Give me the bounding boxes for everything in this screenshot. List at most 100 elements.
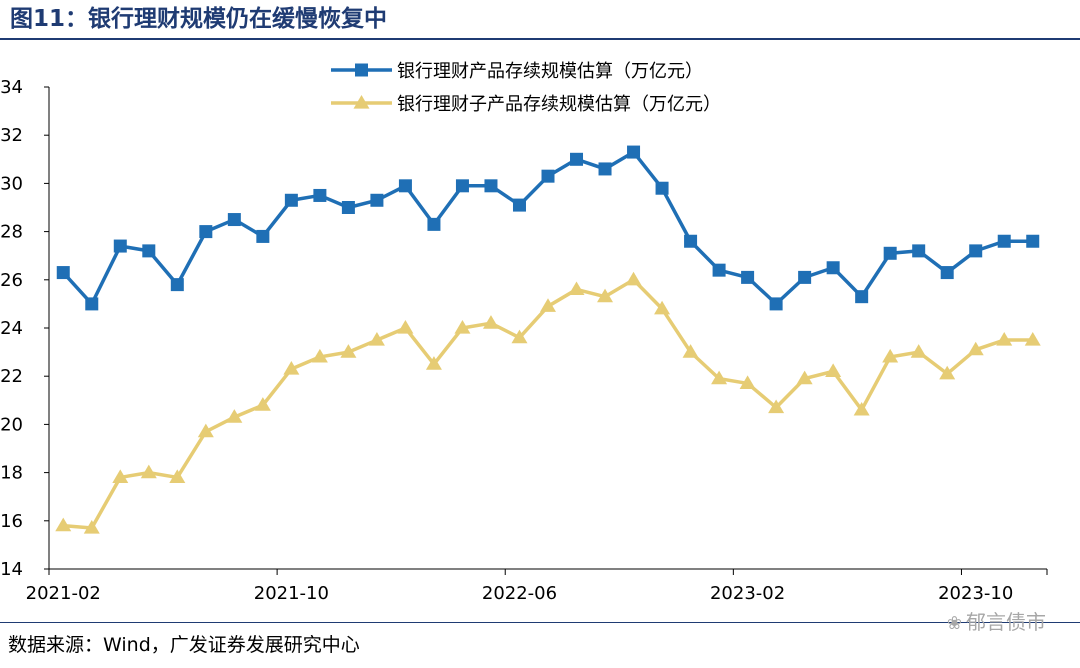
data-point [113, 239, 127, 253]
data-point [142, 244, 156, 258]
data-point [597, 288, 614, 303]
data-point [969, 244, 983, 258]
data-point [568, 281, 585, 296]
data-point [140, 464, 157, 479]
data-point [997, 234, 1011, 248]
y-tick-label: 26 [0, 270, 23, 291]
data-point [454, 320, 471, 334]
legend-label: 银行理财产品存续规模估算（万亿元） [397, 61, 703, 82]
data-point [741, 270, 755, 284]
data-point [684, 234, 698, 248]
y-tick-label: 24 [0, 318, 23, 339]
y-tick-label: 34 [0, 77, 23, 98]
data-point [85, 297, 99, 311]
data-point [340, 344, 357, 358]
y-tick-label: 22 [0, 366, 23, 387]
y-tick-label: 32 [0, 125, 23, 146]
data-point [910, 344, 927, 358]
x-tick-label: 2023-10 [938, 583, 1013, 604]
data-point [512, 198, 526, 212]
data-point [883, 246, 897, 260]
legend-marker [355, 63, 368, 77]
data-point [482, 315, 499, 329]
series-2 [55, 271, 1041, 534]
data-point [654, 300, 671, 315]
data-point [199, 225, 213, 239]
data-point [625, 271, 642, 286]
data-point [739, 375, 756, 390]
data-point [313, 188, 327, 202]
data-point [368, 332, 385, 346]
wechat-icon: ❀ [946, 613, 962, 634]
data-point [796, 370, 813, 385]
data-point [254, 397, 271, 411]
data-point [311, 348, 328, 363]
legend-marker [353, 95, 370, 109]
chart-legend: 银行理财产品存续规模估算（万亿元） 银行理财子产品存续规模估算（万亿元） [331, 61, 721, 115]
data-point [798, 270, 812, 284]
data-point [197, 423, 214, 438]
y-tick-label: 14 [0, 559, 23, 580]
watermark-text: 郁言债市 [966, 610, 1046, 634]
data-point [939, 365, 956, 380]
title-divider [0, 38, 1080, 40]
data-point [855, 290, 869, 304]
data-point [484, 179, 498, 193]
data-point [169, 469, 186, 484]
x-tick-label: 2021-10 [254, 583, 329, 604]
y-tick-label: 16 [0, 511, 23, 532]
data-point [627, 145, 641, 159]
data-point [940, 266, 954, 280]
data-point [853, 401, 870, 416]
data-point [56, 266, 70, 280]
data-point [256, 229, 270, 243]
data-point [912, 244, 926, 258]
data-point [540, 298, 556, 312]
chart-title: 图11：银行理财规模仍在缓慢恢复中 [10, 6, 388, 32]
data-point [768, 399, 785, 414]
y-tick-label: 18 [0, 463, 23, 484]
data-point [996, 332, 1013, 346]
data-point [711, 370, 728, 385]
x-tick-label: 2021-02 [26, 583, 101, 604]
y-tick-label: 28 [0, 222, 23, 243]
data-point [825, 363, 842, 377]
data-point [967, 341, 984, 356]
data-point [341, 201, 355, 214]
data-point [1024, 332, 1041, 346]
y-tick-label: 20 [0, 414, 23, 435]
data-point [455, 179, 469, 193]
series-1 [56, 145, 1040, 311]
data-point [826, 261, 840, 275]
data-point [598, 162, 612, 176]
data-point [570, 152, 584, 166]
x-tick-label: 2022-06 [482, 583, 557, 604]
chart-axes: 14 16 18 20 22 24 26 28 30 32 34 2021-02 2021-10 2022… [0, 77, 1048, 604]
series-line [63, 278, 1033, 530]
data-point [655, 181, 669, 195]
data-point [398, 179, 412, 193]
data-point [55, 517, 72, 532]
data-point [83, 520, 100, 534]
data-point [284, 193, 298, 207]
legend-label: 银行理财子产品存续规模估算（万亿元） [397, 94, 721, 115]
data-point [541, 169, 555, 183]
data-point [1026, 234, 1040, 248]
chart-series [55, 145, 1041, 534]
data-point [226, 409, 243, 423]
data-source-note: 数据来源：Wind，广发证券发展研究中心 [8, 634, 360, 656]
x-tick-label: 2023-02 [710, 583, 785, 604]
source-divider [0, 622, 1080, 623]
data-point [882, 348, 899, 363]
data-point [397, 320, 414, 334]
data-point [170, 278, 184, 292]
data-point [511, 329, 528, 344]
data-point [712, 263, 726, 277]
data-point [283, 360, 300, 375]
data-point [682, 344, 699, 358]
watermark: ❀ 郁言债市 [947, 606, 1046, 635]
data-point [370, 193, 384, 207]
line-chart: 14 16 18 20 22 24 26 28 30 32 34 2021-02 2021-10 2022… [0, 61, 1048, 604]
data-point [769, 297, 783, 311]
data-point [427, 217, 441, 231]
